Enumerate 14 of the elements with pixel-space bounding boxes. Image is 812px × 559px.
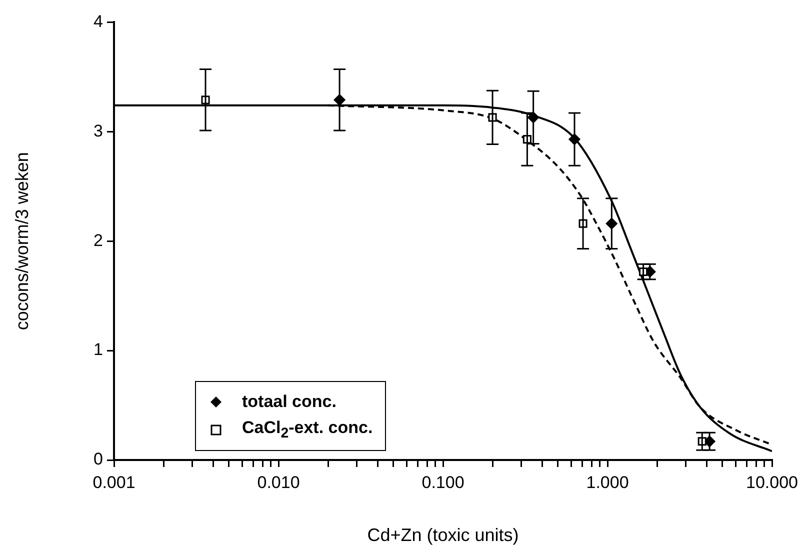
y-tick-label: 0 bbox=[94, 450, 103, 469]
x-tick-label: 0.010 bbox=[257, 472, 300, 492]
legend-label: totaal conc. bbox=[242, 392, 336, 412]
x-tick-label: 0.001 bbox=[92, 472, 136, 492]
x-tick-label: 10.000 bbox=[746, 472, 798, 492]
x-tick-label: 0.100 bbox=[422, 472, 464, 492]
x-axis-title: Cd+Zn (toxic units) bbox=[367, 525, 519, 546]
y-tick-label: 2 bbox=[94, 230, 103, 250]
y-tick-label: 4 bbox=[94, 12, 103, 31]
x-tick-label: 1.000 bbox=[586, 472, 629, 492]
y-tick-label: 3 bbox=[94, 121, 103, 140]
y-axis-title: cocons/worm/3 weken bbox=[12, 152, 32, 330]
y-tick-label: 1 bbox=[94, 340, 103, 360]
legend-label: CaCl$_{2}$-ext. conc. bbox=[242, 418, 373, 442]
